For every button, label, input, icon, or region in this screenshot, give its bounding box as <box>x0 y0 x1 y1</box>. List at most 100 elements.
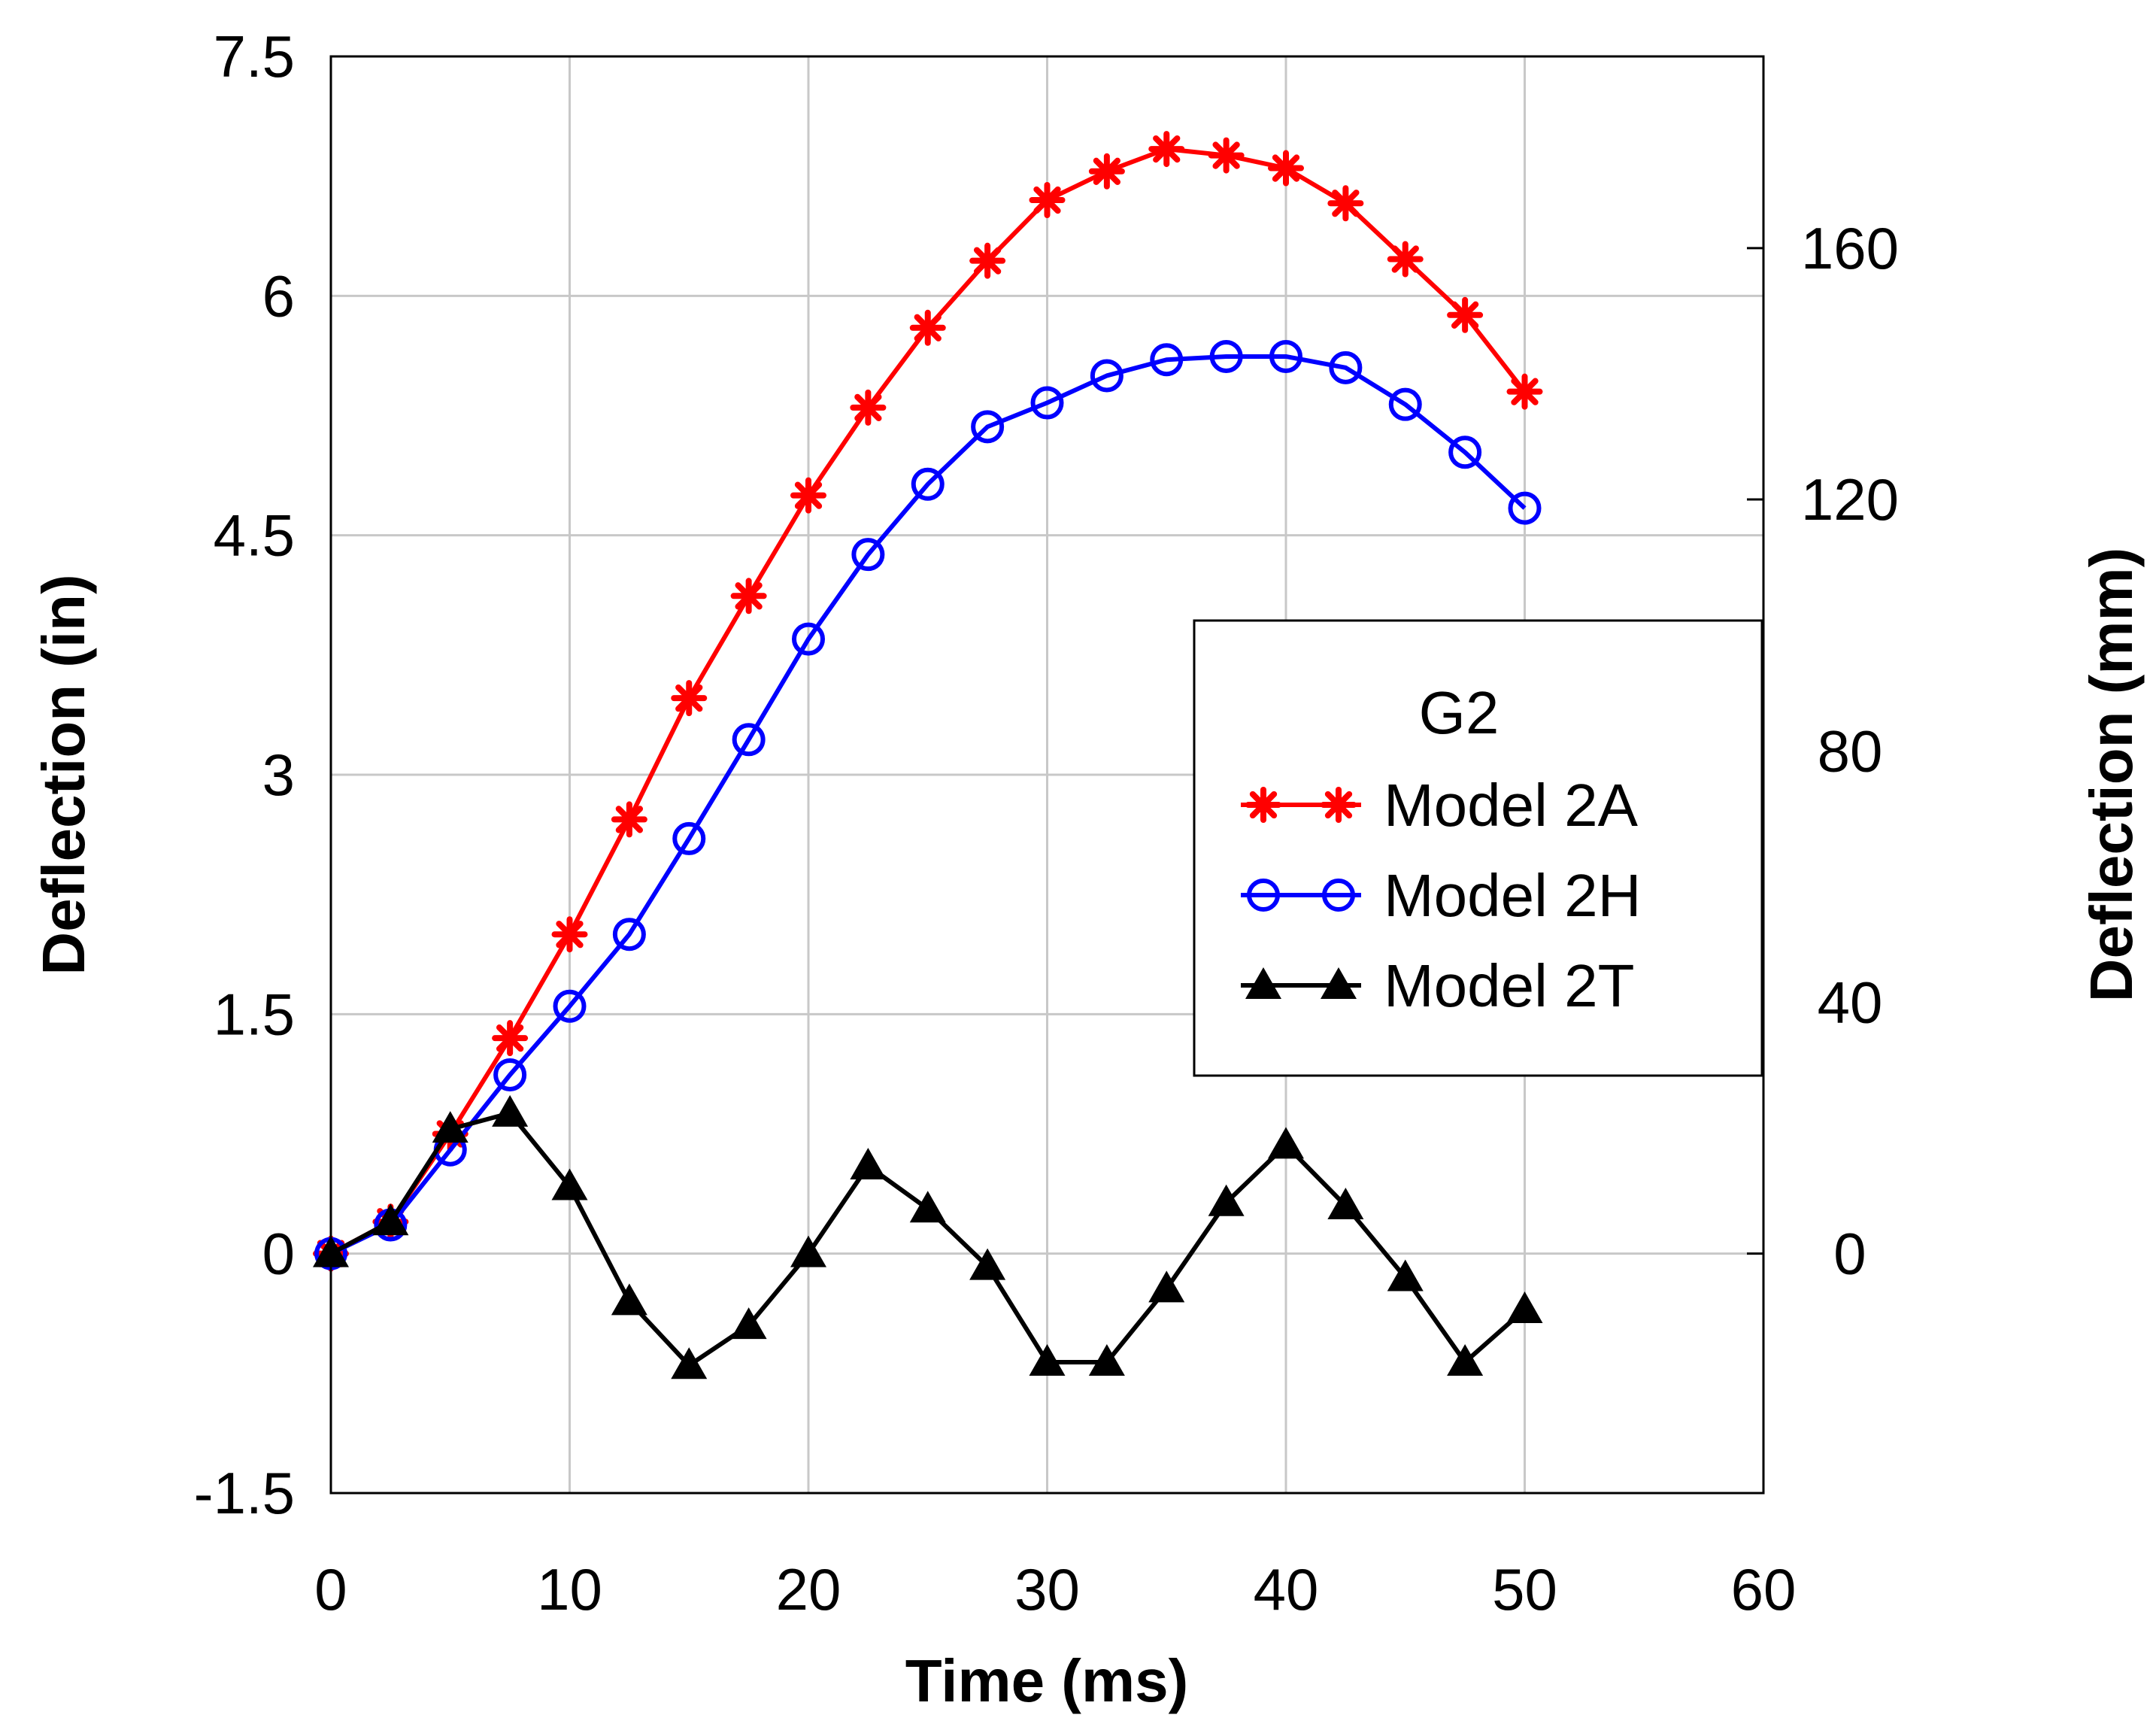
y2-tick-label: 40 <box>1818 969 1883 1035</box>
legend-item-model-2a: Model 2A <box>1241 772 1639 839</box>
data-point-model-2a <box>611 801 647 838</box>
x-tick-label: 20 <box>776 1556 841 1622</box>
data-point-model-2t <box>372 1203 409 1236</box>
data-point-model-2t <box>1088 1343 1125 1376</box>
data-point-model-2t <box>1208 1184 1245 1216</box>
data-point-model-2h <box>1209 339 1243 373</box>
y-tick-label: 4.5 <box>214 502 295 569</box>
x-tick-label: 0 <box>314 1556 347 1622</box>
data-point-model-2h <box>1388 387 1422 421</box>
data-point-model-2t <box>1506 1291 1543 1323</box>
data-point-model-2h <box>851 538 885 572</box>
data-point-model-2a <box>909 309 946 346</box>
series-layer <box>313 131 1543 1379</box>
legend-item-model-2h: Model 2H <box>1241 862 1641 929</box>
legend-label: Model 2T <box>1384 952 1634 1019</box>
legend-item-model-2t: Model 2T <box>1241 952 1634 1019</box>
y2-axis-ticks: 0 40 80 120 160 <box>1747 215 1899 1287</box>
y2-axis-title: Deflection (mm) <box>2078 548 2145 1003</box>
data-point-model-2t <box>1029 1343 1066 1376</box>
data-point-model-2h <box>792 622 825 656</box>
legend-label: Model 2H <box>1384 862 1641 929</box>
legend-items: Model 2A Model 2H Model 2T <box>1241 772 1641 1019</box>
data-point-model-2t <box>1268 1127 1304 1159</box>
data-point-model-2t <box>492 1094 529 1127</box>
y-axis-title: Deflection (in) <box>30 574 97 975</box>
data-point-model-2t <box>790 1235 826 1267</box>
data-point-model-2h <box>1329 351 1363 384</box>
y-tick-label: -1.5 <box>194 1460 295 1526</box>
data-point-model-2a <box>671 680 708 717</box>
data-point-model-2t <box>611 1283 647 1316</box>
data-point-model-2a <box>1327 185 1364 222</box>
data-point-model-2t <box>969 1248 1006 1280</box>
data-point-model-2h <box>612 918 646 952</box>
legend-marker <box>1322 879 1355 912</box>
legend-marker <box>1245 967 1281 999</box>
data-point-model-2h <box>1508 491 1542 525</box>
data-point-model-2a <box>1088 153 1125 190</box>
data-point-model-2h <box>1448 436 1482 469</box>
data-point-model-2a <box>492 1020 529 1057</box>
legend: G2 Model 2A Model 2H Model 2T <box>1193 619 1763 1077</box>
x-tick-label: 60 <box>1731 1556 1797 1622</box>
data-point-model-2a <box>1447 296 1484 333</box>
x-axis-ticks: 0 10 20 30 40 50 60 <box>314 1556 1796 1622</box>
data-point-model-2t <box>671 1347 708 1379</box>
data-point-model-2a <box>1029 182 1066 218</box>
data-point-model-2a <box>850 389 887 426</box>
data-point-model-2t <box>432 1111 468 1143</box>
y-tick-label: 1.5 <box>214 981 295 1047</box>
data-point-model-2a <box>1506 373 1543 410</box>
data-point-model-2t <box>1327 1188 1364 1219</box>
data-point-model-2a <box>1268 150 1304 187</box>
data-point-model-2a <box>969 242 1006 279</box>
data-point-model-2t <box>730 1307 767 1340</box>
data-point-model-2h <box>1150 343 1184 377</box>
y-axis-ticks: -1.5 0 1.5 3 4.5 6 7.5 <box>194 23 295 1526</box>
data-point-model-2h <box>1090 359 1123 393</box>
legend-marker <box>1321 787 1357 823</box>
data-point-model-2a <box>551 916 588 953</box>
data-point-model-2h <box>732 723 766 757</box>
legend-label: Model 2A <box>1384 772 1639 839</box>
data-point-model-2t <box>1387 1259 1424 1291</box>
x-tick-label: 50 <box>1492 1556 1557 1622</box>
data-point-model-2a <box>1208 137 1245 174</box>
data-point-model-2h <box>1030 386 1064 420</box>
y2-tick-label: 160 <box>1801 215 1899 281</box>
x-tick-label: 10 <box>537 1556 602 1622</box>
legend-box <box>1193 619 1763 1077</box>
x-tick-label: 40 <box>1254 1556 1319 1622</box>
y2-tick-label: 80 <box>1818 718 1883 784</box>
data-point-model-2t <box>850 1147 887 1179</box>
data-point-model-2h <box>971 410 1005 444</box>
y-tick-label: 0 <box>262 1221 295 1287</box>
data-point-model-2t <box>1148 1270 1185 1303</box>
series-line-model-2h <box>329 354 1527 1256</box>
data-point-model-2a <box>790 477 826 514</box>
data-point-model-2h <box>911 467 945 501</box>
y2-tick-label: 120 <box>1801 466 1899 533</box>
series-model-2t <box>313 1094 1543 1379</box>
data-point-model-2t <box>551 1168 588 1200</box>
data-point-model-2t <box>1447 1343 1484 1376</box>
plot-frame <box>329 55 1765 1495</box>
data-point-model-2h <box>553 989 587 1023</box>
data-point-model-2h <box>1269 339 1302 373</box>
legend-title: G2 <box>1419 679 1499 746</box>
data-point-model-2t <box>909 1191 946 1223</box>
data-point-model-2a <box>1148 131 1185 168</box>
y-tick-label: 3 <box>262 742 295 808</box>
y-tick-label: 7.5 <box>214 23 295 90</box>
series-model-2h <box>314 339 1542 1270</box>
data-point-model-2h <box>672 821 706 855</box>
x-axis-title: Time (ms) <box>905 1647 1188 1714</box>
legend-marker <box>1247 879 1280 912</box>
y-tick-label: 6 <box>262 263 295 329</box>
data-point-model-2h <box>493 1058 527 1091</box>
y2-tick-label: 0 <box>1833 1221 1866 1287</box>
data-point-model-2a <box>730 578 767 615</box>
data-point-model-2a <box>1387 241 1424 278</box>
